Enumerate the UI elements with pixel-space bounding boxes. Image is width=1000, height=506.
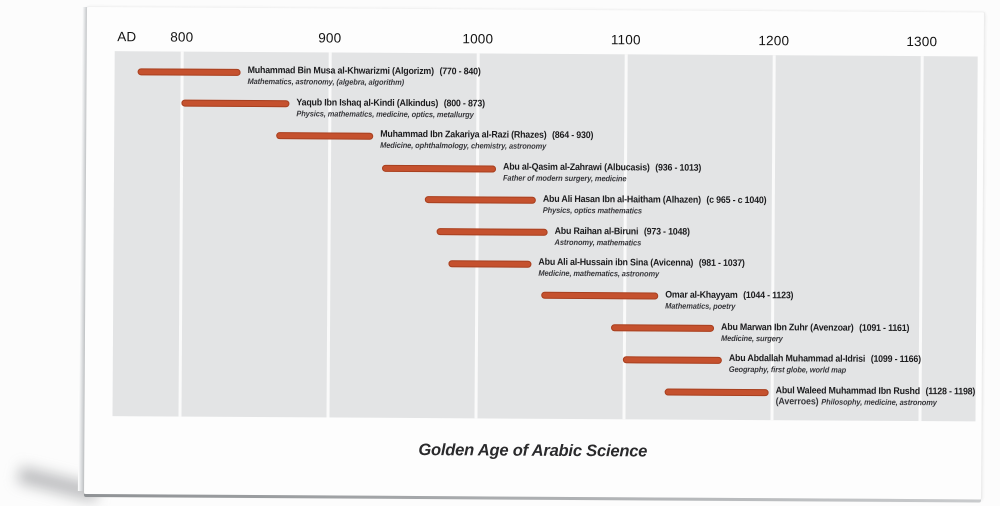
scientist-name: Abu Raihan al-Biruni	[554, 225, 639, 237]
timeline-bar	[665, 388, 769, 396]
scientist-name: Abu al-Qasim al-Zahrawi (Albucasis)	[503, 161, 650, 174]
timeline-row-label: Abu Abdallah Muhammad al-Idrisi (1099 - 1…	[728, 353, 920, 376]
poster-title: Golden Age of Arabic Science	[418, 441, 648, 461]
scientist-years: (800 - 873)	[443, 97, 485, 110]
timeline-bar	[382, 164, 497, 173]
scientist-fields-line: Medicine, surgery	[721, 333, 909, 344]
timeline-bar	[137, 67, 241, 76]
scientist-fields: Geography, first globe, world map	[728, 365, 846, 375]
scientist-years: (973 - 1048)	[643, 225, 690, 238]
scientist-name: Abu Ali al-Hussain ibn Sina (Avicenna)	[538, 256, 693, 269]
timeline-bar	[622, 356, 722, 364]
scientist-fields-line: Physics, optics mathematics	[543, 206, 767, 217]
era-label: AD	[117, 29, 137, 45]
scientist-years: (770 - 840)	[439, 66, 481, 78]
axis-tick-label: 1000	[462, 31, 494, 47]
timeline-bar	[541, 292, 659, 300]
timeline-poster: AD Golden Age of Arabic Science 800 900 10…	[84, 6, 985, 500]
timeline-row-label: Abu al-Qasim al-Zahrawi (Albucasis) (936 …	[503, 162, 701, 185]
scientist-fields: Physics, optics mathematics	[542, 205, 643, 216]
timeline-row-label: Muhammad Ibn Zakariya al-Razi (Rhazes) (8…	[381, 129, 594, 152]
plot-layer	[87, 7, 984, 12]
scientist-fields-line: Mathematics, astronomy, (algebra, algori…	[248, 77, 481, 88]
timeline-row-label: Abu Ali al-Hussain ibn Sina (Avicenna) (9…	[538, 257, 744, 280]
timeline-row-label: Abul Waleed Muhammad Ibn Rushd (1128 - 11…	[776, 385, 976, 408]
scientist-years: (864 - 930)	[552, 130, 594, 142]
scientist-fields: Medicine, ophthalmology, chemistry, astr…	[380, 141, 547, 152]
scientist-years: (1128 - 1198)	[925, 386, 976, 398]
scientist-name-line: Omar al-Khayyam (1044 - 1123)	[665, 289, 793, 302]
scientist-name: Omar al-Khayyam	[665, 289, 738, 301]
scientist-fields-line: Medicine, ophthalmology, chemistry, astr…	[381, 141, 594, 152]
scientist-fields-line: Geography, first globe, world map	[728, 365, 920, 376]
scientist-name: Yaqub Ibn Ishaq al-Kindi (Alkindus)	[296, 96, 439, 109]
scientist-fields: Mathematics, astronomy, (algebra, algori…	[247, 76, 405, 87]
scientist-name: Abu Ali Hasan Ibn al-Haitham (Alhazen)	[542, 193, 702, 206]
timeline-bar	[448, 259, 532, 268]
scientist-fields-line: Mathematics, poetry	[665, 301, 793, 312]
timeline-bar	[610, 324, 715, 332]
timeline-bar	[181, 99, 290, 108]
scientist-name-line: Yaqub Ibn Ishaq al-Kindi (Alkindus) (800 …	[296, 97, 485, 110]
timeline-row-label: Yaqub Ibn Ishaq al-Kindi (Alkindus) (800 …	[296, 97, 485, 120]
scientist-name-line: Abu Raihan al-Biruni (973 - 1048)	[555, 225, 690, 238]
axis-tick-label: 1200	[758, 33, 790, 49]
scientist-fields-line: Physics, mathematics, medicine, optics, …	[296, 109, 485, 120]
timeline-bar	[275, 132, 374, 140]
timeline-bar	[424, 196, 537, 205]
scientist-fields-line: Father of modern surgery, medicine	[503, 174, 701, 185]
scientist-name: Muhammad Bin Musa al-Khwarizmi (Algorizm…	[247, 64, 435, 78]
scientist-alias: (Averroes)	[775, 396, 819, 408]
scientist-fields: Astronomy, mathematics	[554, 237, 642, 247]
scientist-fields-line: (Averroes) Philosophy, medicine, astronom…	[775, 396, 976, 408]
scientist-name: Abu Abdallah Muhammad al-Idrisi	[728, 353, 865, 366]
scientist-years: (c 965 - c 1040)	[706, 194, 767, 206]
scientist-years: (1099 - 1166)	[870, 354, 921, 366]
scientist-years: (1091 - 1161)	[859, 322, 910, 334]
scientist-fields: Physics, mathematics, medicine, optics, …	[296, 108, 474, 120]
scientist-fields: Father of modern surgery, medicine	[503, 173, 627, 184]
timeline-row-label: Abu Raihan al-Biruni (973 - 1048) Astronom…	[555, 225, 690, 248]
timeline-bar	[436, 228, 548, 236]
axis-tick-label: 900	[318, 30, 342, 46]
timeline-row-label: Omar al-Khayyam (1044 - 1123) Mathematics,…	[665, 289, 793, 312]
scientist-name: Abul Waleed Muhammad Ibn Rushd	[775, 385, 921, 398]
scientist-years: (1044 - 1123)	[743, 289, 794, 302]
scientist-name-line: Abu Marwan Ibn Zuhr (Avenzoar) (1091 - 11…	[721, 321, 909, 334]
axis-tick-label: 1300	[906, 34, 938, 50]
scientist-fields: Medicine, mathematics, astronomy	[538, 268, 659, 279]
scientist-fields-line: Medicine, mathematics, astronomy	[538, 269, 744, 280]
scientist-fields: Mathematics, poetry	[665, 301, 736, 311]
timeline-row-label: Muhammad Bin Musa al-Khwarizmi (Algorizm…	[248, 65, 481, 88]
scientist-fields: Philosophy, medicine, astronomy	[821, 397, 937, 408]
scientist-years: (981 - 1037)	[698, 257, 745, 270]
axis-tick-label: 1100	[610, 32, 641, 48]
axis-tick-label: 800	[170, 29, 194, 45]
timeline-row-label: Abu Ali Hasan Ibn al-Haitham (Alhazen) (c…	[543, 194, 767, 217]
scientist-name: Muhammad Ibn Zakariya al-Razi (Rhazes)	[380, 129, 547, 142]
timeline-row-label: Abu Marwan Ibn Zuhr (Avenzoar) (1091 - 11…	[721, 321, 909, 344]
scientist-name: Abu Marwan Ibn Zuhr (Avenzoar)	[721, 321, 854, 334]
scientist-years: (936 - 1013)	[655, 162, 702, 174]
scientist-fields: Medicine, surgery	[721, 333, 783, 343]
scientist-fields-line: Astronomy, mathematics	[555, 237, 690, 248]
